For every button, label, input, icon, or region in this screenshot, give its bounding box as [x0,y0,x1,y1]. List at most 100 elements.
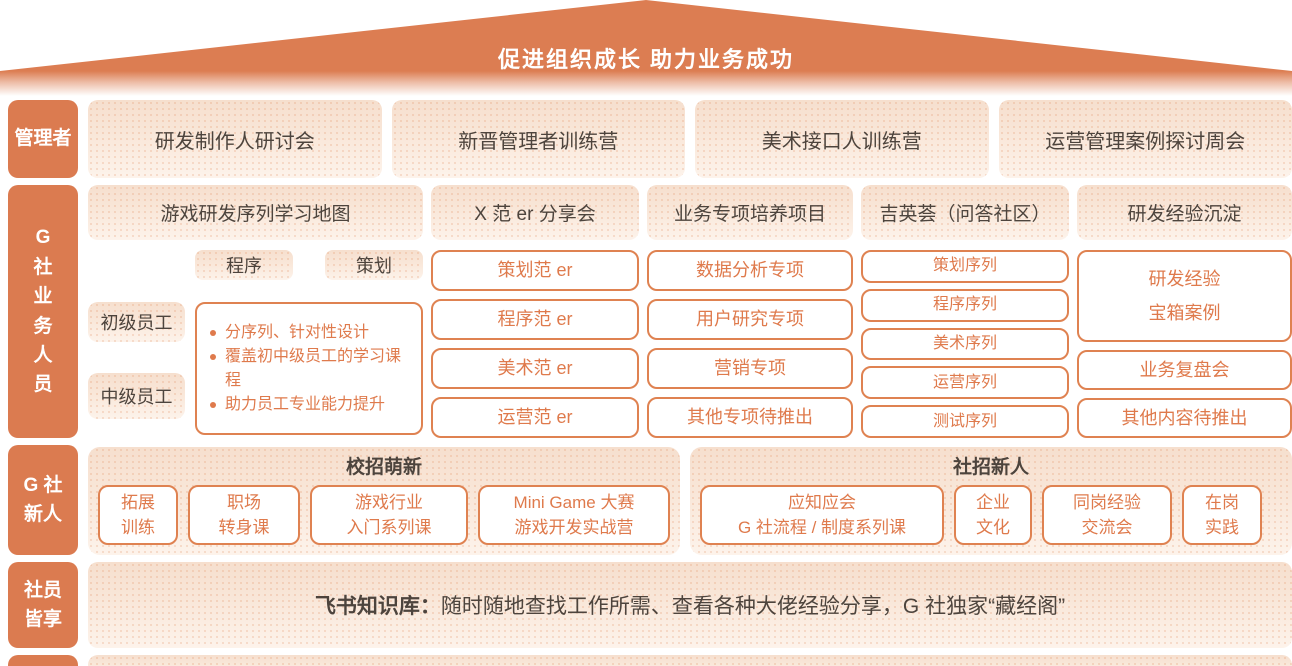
experience-review-label: 业务复盘会 [1139,359,1230,380]
managers-item-2-label: 新晋管理者训练营 [458,130,619,153]
faner-item-3-label: 美术范 er [497,358,573,378]
tab-design-label: 策划 [356,256,392,276]
business-content: 程序 策划 初级员工 中级员工 分序列、针对性设计 覆盖初中级员工的学习课程 助… [88,250,1292,438]
campus-item-1-line2: 训练 [121,518,155,537]
qa-item-3: 美术序列 [861,327,1069,361]
everyone-label-line: 皆享 [23,609,62,630]
header-faner-sharing: X 范 er 分享会 [431,185,639,240]
faner-column: 策划范 er 程序范 er 美术范 er 运营范 er [431,250,639,438]
knowledge-base-text: 随时随地查找工作所需、查看各种大佬经验分享，G 社独家“藏经阁” [440,595,1066,618]
managers-item-3-label: 美术接口人训练营 [761,130,922,153]
social-item-2-line1: 企业 [976,492,1010,512]
experience-more-label: 其他内容待推出 [1121,407,1248,428]
experience-more: 其他内容待推出 [1077,398,1292,438]
managers-item-3: 美术接口人训练营 [695,100,989,178]
campus-item-2-line1: 职场 [227,492,261,512]
bullet-dot-icon [210,329,216,336]
knowledge-base-banner: 飞书知识库： 随时随地查找工作所需、查看各种大佬经验分享，G 社独家“藏经阁” [88,562,1292,648]
campus-item-4-line2: 游戏开发实战营 [514,518,634,537]
next-row-box-stub [88,655,1292,666]
newcomers-label-line: G 社 [23,474,63,496]
social-item-1-line2: G 社流程 / 制度系列课 [737,518,907,537]
experience-treasure-box: 研发经验 宝箱案例 [1077,250,1292,342]
row-label-newcomers: G 社 新人 [8,445,78,555]
qa-item-5-label: 测试序列 [932,412,997,430]
campus-group-title: 校招萌新 [345,457,422,478]
faner-item-2-label: 程序范 er [497,309,573,329]
social-item-1-line1: 应知应会 [788,492,856,512]
qa-column: 策划序列 程序序列 美术序列 运营序列 测试序列 [861,250,1069,438]
map-bullet-3: 助力员工专业能力提升 [209,393,385,417]
campus-group-items: 拓展 训练 职场 转身课 游戏行业 入门系列课 Mini Game 大赛 游戏开… [98,485,670,545]
social-recruits-group: 社招新人 应知应会 G 社流程 / 制度系列课 企业 文化 同岗经验 交流会 在… [690,447,1292,555]
roof-title: 促进组织成长 助力业务成功 [497,47,795,72]
learning-map-column: 程序 策划 初级员工 中级员工 分序列、针对性设计 覆盖初中级员工的学习课程 助… [88,250,423,438]
faner-item-1-label: 策划范 er [497,260,573,280]
experience-review: 业务复盘会 [1077,350,1292,390]
campus-item-3-line2: 入门系列课 [346,518,432,537]
qa-item-4-label: 运营序列 [932,373,997,391]
qa-item-1: 策划序列 [861,250,1069,283]
everyone-label-line: 社员 [23,579,62,601]
special-item-3: 营销专项 [647,348,853,389]
campus-recruits-group: 校招萌新 拓展 训练 职场 转身课 游戏行业 入门系列课 Mini Game 大… [88,447,680,555]
qa-item-2-label: 程序序列 [932,296,997,314]
social-item-4-line2: 实践 [1205,518,1239,537]
tab-design: 策划 [325,250,423,280]
next-row-label-stub [8,655,78,666]
campus-item-4-line1: Mini Game 大赛 [513,492,635,512]
qa-item-2: 程序序列 [861,288,1069,322]
row-label-business: G 社 业 务 人 员 [8,185,78,438]
business-label-line: 人 [33,344,53,366]
business-label-line: 员 [33,374,53,396]
knowledge-base-lead: 飞书知识库： [314,595,441,618]
campus-item-3-line1: 游戏行业 [355,492,423,512]
managers-item-4: 运营管理案例探讨周会 [998,100,1292,178]
experience-column: 研发经验 宝箱案例 业务复盘会 其他内容待推出 [1077,250,1292,438]
business-label-line: 社 [33,256,53,278]
bullet-dot-icon [210,353,216,360]
managers-item-1: 研发制作人研讨会 [88,100,382,178]
learning-map-body: 初级员工 中级员工 分序列、针对性设计 覆盖初中级员工的学习课程 助力员工专业能… [88,302,423,435]
row-label-managers-text: 管理者 [14,128,72,150]
row-label-managers: 管理者 [8,100,78,178]
campus-item-1-line1: 拓展 [121,492,155,512]
level-junior: 初级员工 [88,302,185,342]
employee-levels: 初级员工 中级员工 [88,302,185,435]
header-learning-map: 游戏研发序列学习地图 [88,185,423,240]
faner-item-4-label: 运营范 er [497,407,573,427]
managers-item-4-label: 运营管理案例探讨周会 [1045,130,1246,153]
social-item-3: 同岗经验 交流会 [1042,485,1172,545]
tab-program: 程序 [195,250,293,280]
business-label-line: 务 [33,315,53,337]
social-item-4: 在岗 实践 [1182,485,1262,545]
header-learning-map-label: 游戏研发序列学习地图 [160,204,351,225]
newcomers-label-line: 新人 [23,504,62,525]
faner-item-4: 运营范 er [431,397,639,438]
special-item-2: 用户研究专项 [647,299,853,340]
faner-item-2: 程序范 er [431,299,639,340]
campus-item-2-line2: 转身课 [218,518,270,537]
header-qa-community-label: 吉英荟（问答社区） [879,204,1051,225]
header-special-training-label: 业务专项培养项目 [673,204,826,225]
header-rd-experience-label: 研发经验沉淀 [1127,204,1242,225]
special-item-4-label: 其他专项待推出 [687,407,813,427]
business-label-line: G [35,227,51,249]
header-faner-sharing-label: X 范 er 分享会 [474,204,596,225]
map-bullet-3-text: 助力员工专业能力提升 [225,395,386,413]
social-item-1: 应知应会 G 社流程 / 制度系列课 [700,485,944,545]
learning-map-tabs: 程序 策划 [195,250,423,280]
faner-item-3: 美术范 er [431,348,639,389]
social-item-4-line1: 在岗 [1205,492,1239,512]
business-label-line: 业 [33,286,53,308]
qa-item-3-label: 美术序列 [932,334,997,352]
campus-item-4: Mini Game 大赛 游戏开发实战营 [478,485,670,545]
tab-program-label: 程序 [226,256,262,276]
qa-item-1-label: 策划序列 [932,257,997,275]
header-rd-experience: 研发经验沉淀 [1077,185,1292,240]
social-group-title: 社招新人 [952,457,1029,478]
newcomers-row: 校招萌新 拓展 训练 职场 转身课 游戏行业 入门系列课 Mini Game 大… [88,447,1292,555]
special-item-3-label: 营销专项 [714,358,786,378]
header-qa-community: 吉英荟（问答社区） [861,185,1069,240]
